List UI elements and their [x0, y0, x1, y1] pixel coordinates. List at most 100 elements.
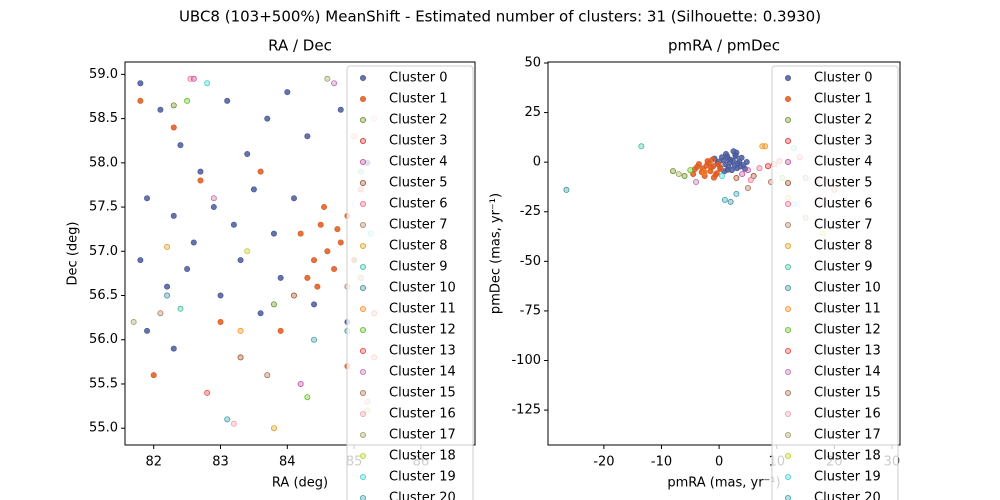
point	[297, 380, 304, 387]
point	[762, 143, 769, 150]
point	[687, 167, 694, 174]
y-tick-label: 56.5	[89, 288, 118, 303]
point	[331, 265, 338, 272]
y-axis-label: Dec (deg)	[66, 222, 81, 286]
y-axis-label: pmDec (mas, yr⁻¹)	[489, 193, 504, 314]
point	[210, 204, 217, 211]
legend-marker	[359, 452, 366, 459]
legend-marker	[785, 263, 792, 270]
point	[290, 292, 297, 299]
point	[270, 230, 277, 237]
y-tick-label: 57.0	[89, 244, 118, 259]
point	[137, 257, 144, 264]
point	[314, 283, 321, 290]
point	[137, 80, 144, 87]
legend-marker	[785, 75, 792, 82]
x-tick-label: 0	[715, 455, 723, 470]
legend-label: Cluster 8	[814, 239, 873, 254]
point	[264, 115, 271, 122]
legend-marker	[785, 117, 792, 124]
point	[690, 171, 697, 178]
point	[675, 171, 682, 178]
point	[750, 173, 757, 180]
point	[190, 239, 197, 246]
y-tick-label: -125	[511, 403, 541, 418]
legend-marker	[359, 221, 366, 228]
legend-label: Cluster 14	[389, 365, 456, 380]
point	[184, 97, 191, 104]
y-tick-label: 58.5	[89, 111, 118, 126]
point	[237, 354, 244, 361]
point	[224, 97, 231, 104]
point	[217, 292, 224, 299]
point	[718, 173, 725, 180]
legend-label: Cluster 12	[814, 323, 881, 338]
legend-label: Cluster 17	[389, 428, 456, 443]
point	[756, 165, 763, 172]
point	[337, 239, 344, 246]
point	[304, 274, 311, 281]
legend-label: Cluster 10	[814, 281, 881, 296]
point	[217, 319, 224, 326]
point	[304, 394, 311, 401]
legend-label: Cluster 6	[814, 197, 873, 212]
y-tick-label: 58.0	[89, 155, 118, 170]
point	[765, 163, 772, 170]
legend-label: Cluster 20	[389, 491, 456, 500]
legend-label: Cluster 20	[814, 491, 881, 500]
point	[257, 310, 264, 317]
point	[170, 102, 177, 109]
point	[177, 305, 184, 312]
legend-marker	[359, 263, 366, 270]
point	[270, 425, 277, 432]
point	[331, 80, 338, 87]
legend-label: Cluster 17	[814, 428, 881, 443]
y-tick-label: 0	[533, 155, 541, 170]
legend-label: Cluster 18	[389, 449, 456, 464]
legend-label: Cluster 0	[389, 71, 448, 86]
legend-label: Cluster 9	[389, 260, 448, 275]
legend-marker	[359, 326, 366, 333]
point	[737, 163, 744, 170]
legend-marker	[785, 242, 792, 249]
point	[710, 174, 717, 181]
legend-label: Cluster 2	[814, 113, 873, 128]
legend: Cluster 0 Cluster 1 Cluster 2 Cluster 3 Clus…	[771, 65, 899, 500]
y-tick-label: -25	[520, 204, 541, 219]
legend-marker	[785, 389, 792, 396]
point	[170, 345, 177, 352]
y-tick-label: -50	[520, 254, 541, 269]
legend-label: Cluster 8	[389, 239, 448, 254]
legend-marker	[785, 284, 792, 291]
axes-title: pmRA / pmDec	[668, 37, 780, 55]
point	[150, 372, 157, 379]
point	[157, 310, 164, 317]
legend-label: Cluster 7	[389, 218, 448, 233]
point	[297, 230, 304, 237]
point	[257, 168, 264, 175]
point	[722, 161, 729, 168]
point	[137, 97, 144, 104]
axes-frame	[547, 61, 901, 446]
legend-marker	[785, 200, 792, 207]
point	[244, 248, 251, 255]
legend-label: Cluster 6	[389, 197, 448, 212]
point	[170, 212, 177, 219]
legend-label: Cluster 4	[814, 155, 873, 170]
point	[715, 161, 722, 168]
y-tick-label: 59.0	[89, 67, 118, 82]
y-tick-label: 25	[524, 105, 541, 120]
point	[311, 301, 318, 308]
point	[187, 75, 194, 82]
point	[197, 177, 204, 184]
legend-label: Cluster 15	[389, 386, 456, 401]
legend-label: Cluster 12	[389, 323, 456, 338]
point	[729, 157, 736, 164]
point	[144, 195, 151, 202]
point	[230, 420, 237, 427]
legend-label: Cluster 4	[389, 155, 448, 170]
axes-title: RA / Dec	[268, 37, 332, 55]
legend-marker	[785, 495, 791, 500]
x-tick-label: 84	[279, 455, 296, 470]
